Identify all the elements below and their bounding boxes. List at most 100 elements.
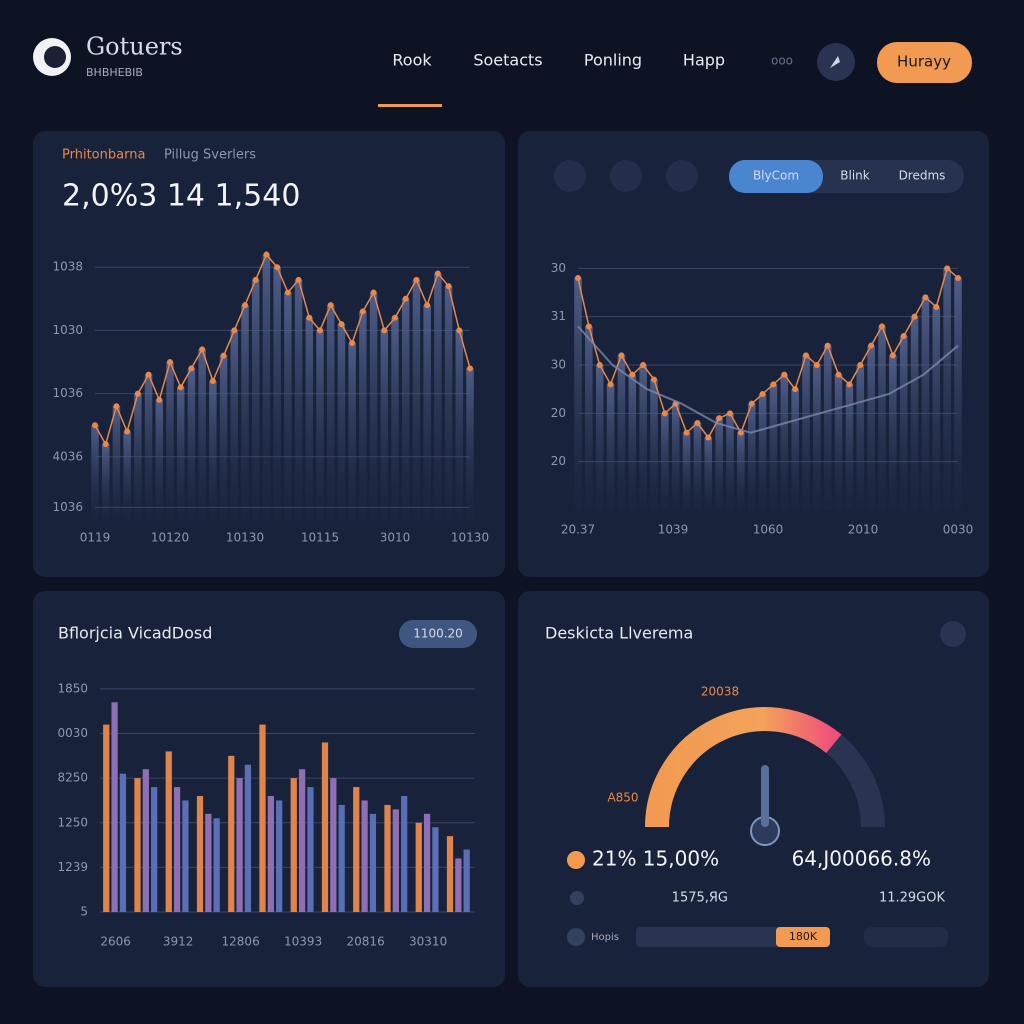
bar [574, 278, 582, 510]
line [577, 266, 959, 439]
bar [236, 778, 243, 912]
more-dots[interactable]: ooo [771, 54, 793, 68]
bar [151, 787, 158, 912]
bar [650, 379, 658, 510]
bar [230, 330, 239, 520]
bar [845, 384, 854, 510]
y-tick-label: 1850 [57, 681, 88, 695]
x-tick-label: 10130 [226, 531, 264, 545]
panel [518, 591, 989, 987]
bar [444, 286, 453, 520]
x-tick-label: 1060 [753, 523, 784, 537]
bar [353, 787, 360, 912]
panel-title: Deskicta Llverema [545, 624, 693, 643]
nav-item[interactable]: Ponling [584, 51, 642, 70]
bar [423, 305, 431, 520]
bar [921, 297, 930, 510]
x-tick-label: 1039 [658, 523, 689, 537]
bar [298, 769, 306, 912]
bar [276, 800, 283, 912]
primary-button[interactable] [877, 42, 972, 83]
bar [954, 278, 962, 510]
x-tick-label: 3912 [163, 935, 194, 949]
bar [889, 355, 897, 510]
bar [434, 273, 442, 520]
bar [737, 432, 745, 510]
bar [380, 330, 389, 520]
y-tick-label: 20 [551, 454, 566, 468]
tab[interactable]: Blink [840, 169, 870, 183]
nav-item[interactable]: Rook [392, 51, 432, 70]
bar [639, 365, 647, 510]
tab[interactable]: BlyCom [753, 169, 799, 183]
nav-item[interactable]: Happ [683, 51, 725, 70]
x-tick-label: 20816 [347, 935, 385, 949]
y-tick-label: 1239 [57, 860, 88, 874]
bar [111, 702, 118, 912]
bar [585, 326, 593, 510]
bar [899, 336, 908, 510]
bar [241, 305, 249, 520]
icon-button[interactable] [554, 160, 586, 192]
line [577, 325, 959, 434]
bar [361, 800, 368, 912]
x-tick-label: 2606 [100, 935, 131, 949]
row-value: 11.29GOK [879, 891, 946, 906]
bar [384, 804, 391, 912]
x-tick-label: 10120 [151, 531, 189, 545]
bar [142, 769, 149, 912]
bar [326, 305, 335, 520]
bar [834, 374, 843, 510]
tab-active[interactable] [729, 160, 823, 193]
bar [182, 800, 189, 912]
logo-sub: BHBHEBIB [86, 66, 143, 79]
x-tick-label: 0030 [943, 523, 974, 537]
bar [769, 384, 778, 510]
icon-button[interactable] [940, 621, 966, 647]
bar [369, 292, 378, 520]
icon-button[interactable] [666, 160, 698, 192]
bar [466, 368, 474, 520]
y-tick-label: 1250 [57, 815, 88, 829]
panel-stat: 2,0%3 14 1,540 [62, 179, 300, 214]
gauge-label: 20038 [701, 685, 739, 699]
logo: Gotuers [86, 33, 183, 61]
bar [791, 389, 799, 510]
bar [267, 796, 274, 912]
bar [316, 330, 324, 520]
progress-fill [776, 927, 830, 947]
bar [415, 822, 422, 912]
bar [134, 393, 142, 520]
progress-label: 180K [789, 930, 818, 943]
bar [455, 330, 464, 520]
bar [455, 858, 462, 912]
panel-label: Prhitonbarna [62, 148, 145, 163]
bar [305, 317, 314, 520]
bar [758, 394, 767, 510]
legend-dot [567, 851, 585, 869]
icon-button[interactable] [610, 160, 642, 192]
bar [867, 345, 875, 510]
bar [693, 423, 702, 510]
bar [144, 374, 153, 520]
nav-item[interactable]: Soetacts [473, 51, 542, 70]
y-tick-label: 30 [551, 261, 566, 275]
bar [391, 317, 399, 520]
x-tick-label: 10115 [301, 531, 339, 545]
x-tick-label: 3010 [380, 531, 411, 545]
panel-sublabel: Pillug Sverlers [164, 148, 256, 163]
bar [412, 279, 421, 520]
bar [119, 773, 127, 912]
bar [617, 355, 626, 510]
bar [423, 813, 431, 912]
pill-label: 1100.20 [413, 627, 463, 641]
x-tick-label: 20.37 [561, 523, 595, 537]
tab[interactable]: Dredms [899, 169, 946, 183]
bar [205, 813, 212, 912]
pill[interactable] [399, 620, 477, 648]
y-tick-label: 0030 [57, 726, 88, 740]
bar [369, 813, 377, 912]
bar [262, 254, 271, 520]
bar [823, 345, 832, 510]
logo-icon-inner [44, 46, 66, 68]
